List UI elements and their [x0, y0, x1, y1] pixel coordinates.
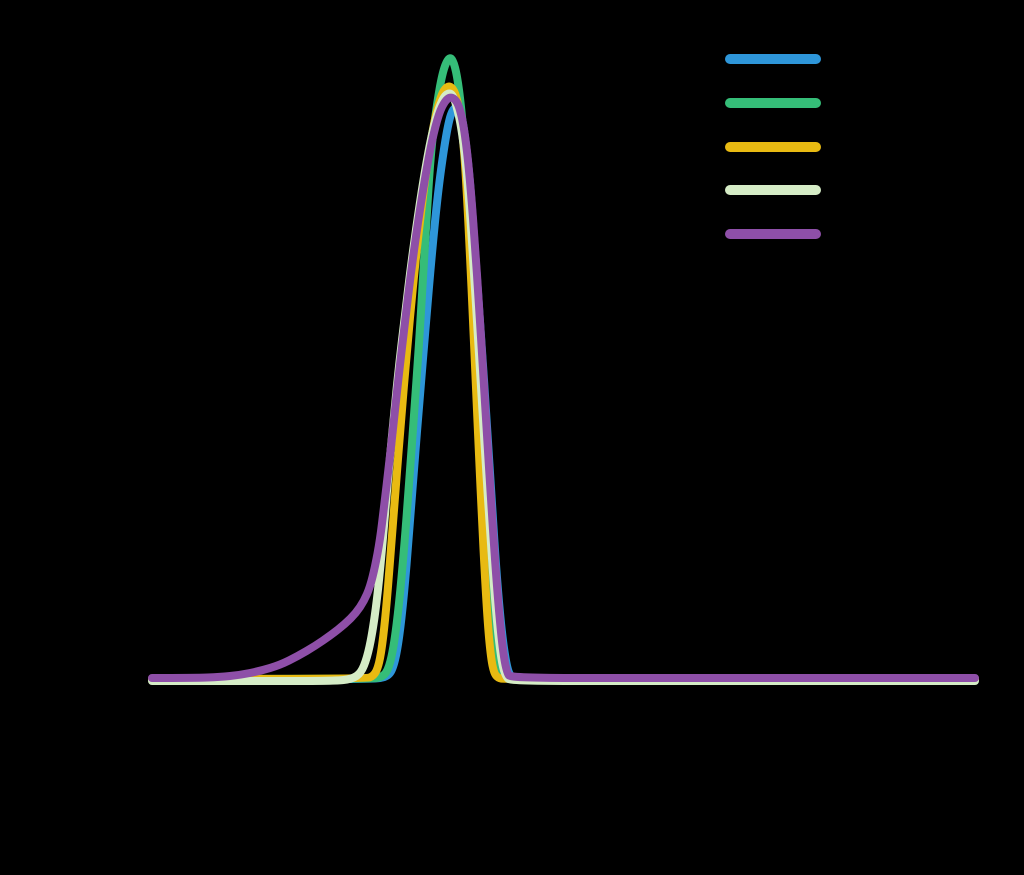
- series-line-green: [148, 54, 979, 683]
- legend: [725, 54, 821, 239]
- series-line-gold: [148, 82, 979, 683]
- series-line-blue: [148, 103, 979, 684]
- series-line-purple: [148, 93, 979, 682]
- series-lines: [148, 54, 979, 686]
- series-line-pale-green: [148, 89, 979, 686]
